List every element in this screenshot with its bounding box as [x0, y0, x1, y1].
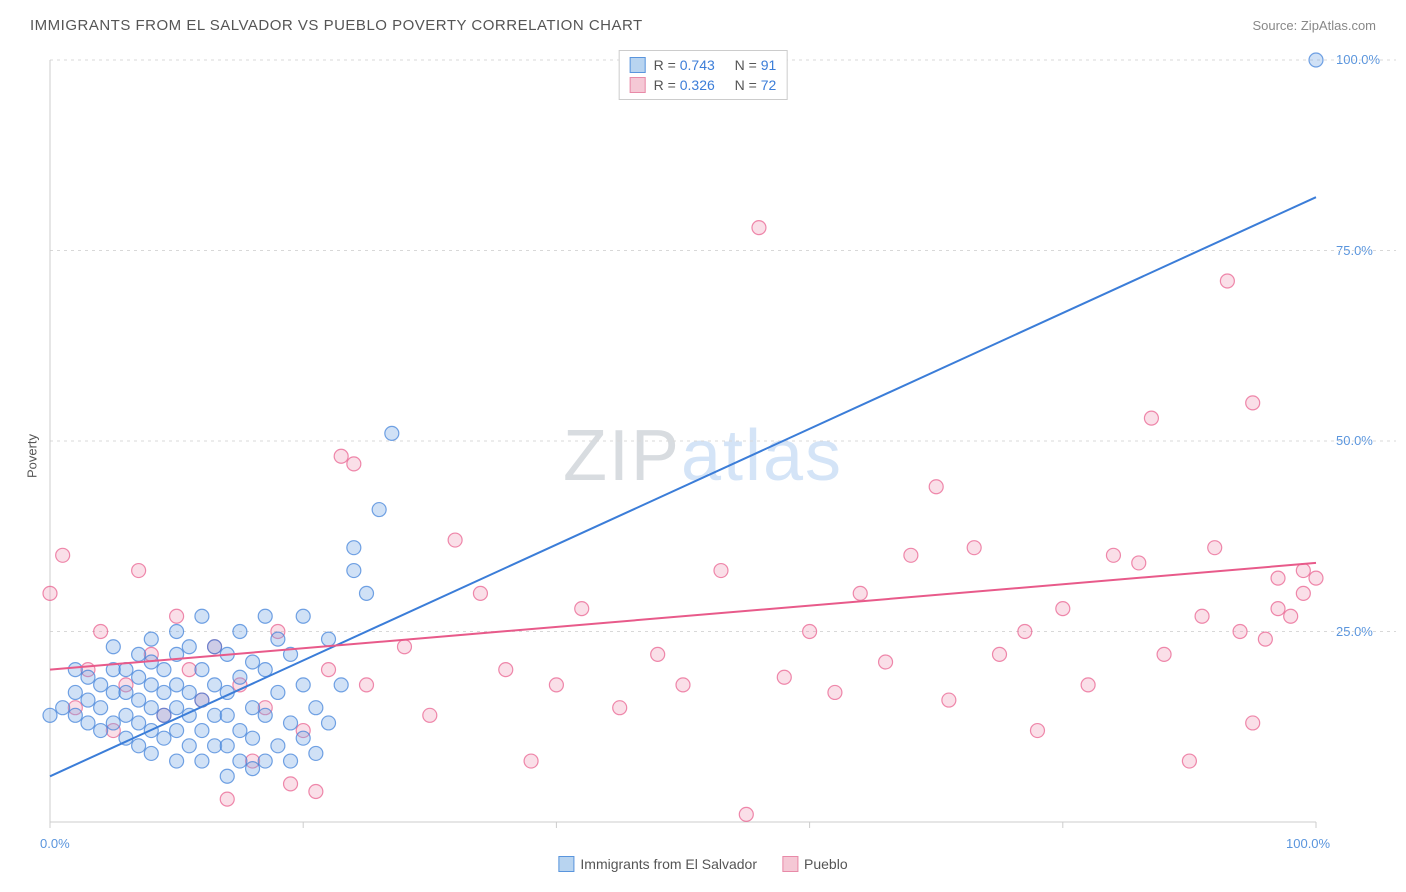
legend-swatch-b: [630, 77, 646, 93]
legend-item-b: Pueblo: [782, 856, 848, 872]
n-value-b: 72: [761, 77, 777, 93]
legend-swatch-b-bottom: [782, 856, 798, 872]
legend-bottom: Immigrants from El Salvador Pueblo: [558, 856, 847, 872]
r-value-a: 0.743: [680, 57, 715, 73]
source-attribution: Source: ZipAtlas.com: [1252, 18, 1376, 33]
r-value-b: 0.326: [680, 77, 715, 93]
grid-lines: [50, 60, 1396, 632]
legend-row-series-a: R = 0.743 N = 91: [630, 55, 777, 75]
n-value-a: 91: [761, 57, 777, 73]
scatter-plot: [0, 40, 1406, 872]
legend-row-series-b: R = 0.326 N = 72: [630, 75, 777, 95]
axes: [50, 60, 1316, 828]
legend-label-a: Immigrants from El Salvador: [580, 856, 757, 872]
legend-item-a: Immigrants from El Salvador: [558, 856, 757, 872]
legend-stats: R = 0.743 N = 91 R = 0.326 N = 72: [619, 50, 788, 100]
legend-swatch-a-bottom: [558, 856, 574, 872]
legend-label-b: Pueblo: [804, 856, 848, 872]
chart-container: Poverty ZIPatlas R = 0.743 N = 91 R = 0.…: [0, 40, 1406, 872]
scatter-series-a: [43, 53, 1323, 783]
legend-swatch-a: [630, 57, 646, 73]
chart-title: IMMIGRANTS FROM EL SALVADOR VS PUEBLO PO…: [30, 17, 643, 34]
